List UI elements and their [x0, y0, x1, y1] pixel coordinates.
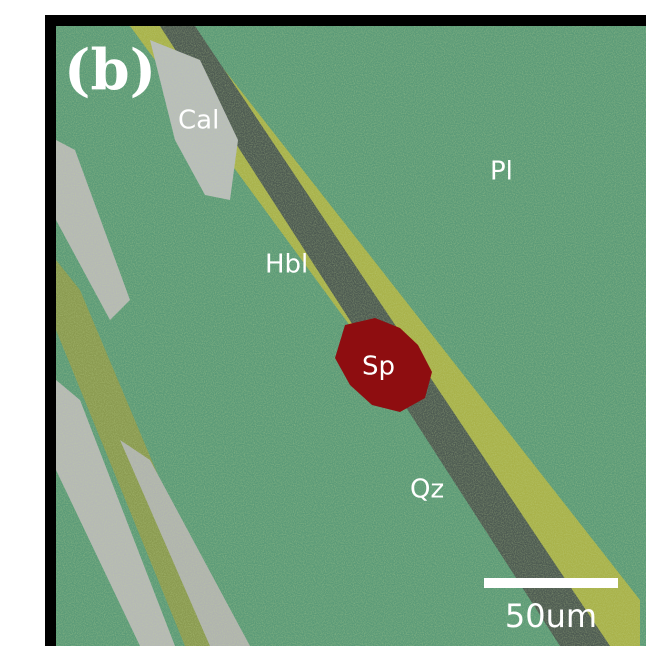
- panel-label: (b): [64, 38, 156, 104]
- mineral-label: Hbl: [265, 250, 308, 280]
- mineral-label: Qz: [410, 475, 444, 505]
- scale-bar: [484, 578, 618, 588]
- micrograph-figure: (b) Cal Pl Hbl Sp Qz 50um: [0, 0, 646, 646]
- mineral-label: Cal: [178, 106, 219, 136]
- mineral-label: Pl: [490, 157, 513, 187]
- scale-bar-label: 50um: [505, 597, 597, 635]
- mineral-label: Sp: [362, 352, 395, 382]
- micrograph: [56, 26, 646, 646]
